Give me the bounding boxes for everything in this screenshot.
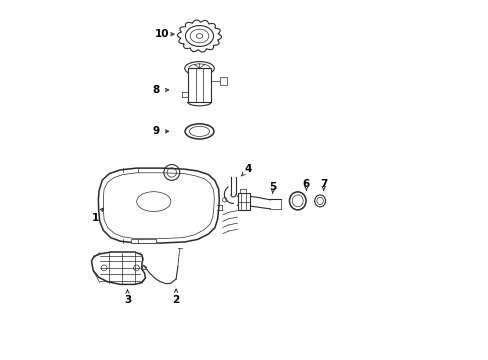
Text: 5: 5 [269,182,276,192]
Ellipse shape [184,62,214,75]
Ellipse shape [289,192,305,210]
Ellipse shape [314,195,325,207]
Polygon shape [91,252,145,284]
Text: 2: 2 [172,294,180,305]
Text: 9: 9 [152,126,160,136]
Bar [220,77,226,85]
Text: 7: 7 [319,179,327,189]
Bar [238,193,249,210]
Text: 10: 10 [154,29,169,39]
Text: 8: 8 [152,85,160,95]
Text: 1: 1 [91,213,99,223]
Text: 3: 3 [123,294,131,305]
Bar [131,239,156,243]
Ellipse shape [185,26,213,46]
Text: 4: 4 [244,164,251,174]
Ellipse shape [185,124,213,139]
Polygon shape [177,20,221,52]
Text: 6: 6 [302,179,309,189]
Bar [187,68,211,102]
Polygon shape [98,168,219,243]
